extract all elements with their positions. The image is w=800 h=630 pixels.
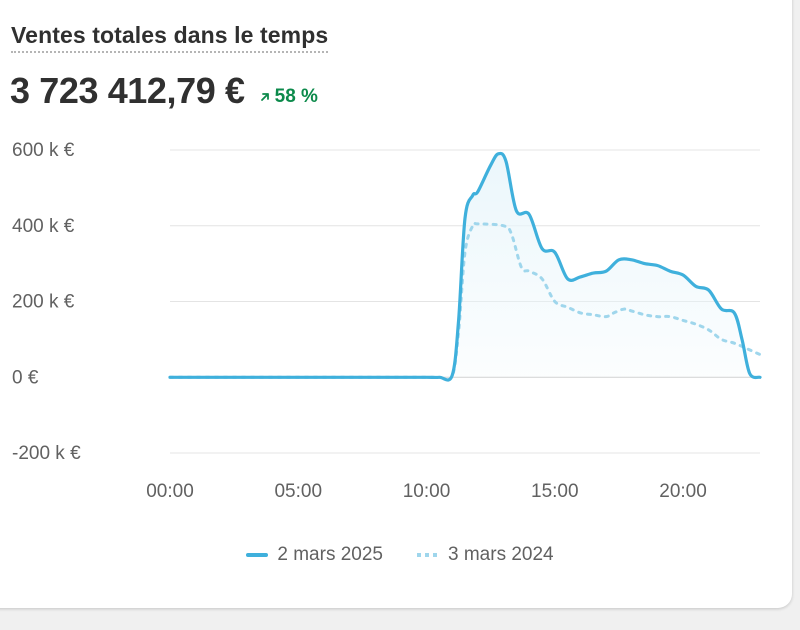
- arrow-up-right-icon: [260, 93, 269, 101]
- legend-label-comparison: 3 mars 2024: [448, 544, 554, 565]
- legend-swatch-dotted: [417, 553, 439, 557]
- legend-item-comparison[interactable]: 3 mars 2024: [417, 544, 554, 566]
- total-sales-value: 3 723 412,79 €: [10, 70, 245, 111]
- x-tick-label: 05:00: [274, 481, 322, 502]
- x-tick-label: 15:00: [531, 481, 579, 502]
- series-line-current: [168, 151, 762, 382]
- legend-swatch-solid: [246, 553, 269, 557]
- chart-legend: 2 mars 2025 3 mars 2024: [0, 544, 800, 566]
- series-line-comparison: [168, 221, 762, 382]
- y-tick-label: 400 k €: [12, 216, 75, 237]
- legend-label-current: 2 mars 2025: [277, 544, 383, 565]
- y-tick-label: 600 k €: [12, 140, 75, 161]
- chart-title[interactable]: Ventes totales dans le temps: [11, 22, 329, 53]
- y-tick-label: 0 €: [12, 367, 39, 388]
- delta-badge: 58 %: [259, 86, 318, 108]
- x-tick-label: 20:00: [659, 481, 707, 502]
- x-tick-label: 00:00: [146, 481, 194, 502]
- series-area-fill: [170, 153, 760, 381]
- x-tick-label: 10:00: [403, 481, 451, 502]
- delta-percent: 58 %: [274, 86, 318, 107]
- y-tick-label: 200 k €: [12, 292, 75, 313]
- y-tick-label: -200 k €: [12, 443, 81, 464]
- legend-item-current[interactable]: 2 mars 2025: [246, 544, 383, 566]
- headline: 3 723 412,79 € 58 %: [10, 70, 318, 112]
